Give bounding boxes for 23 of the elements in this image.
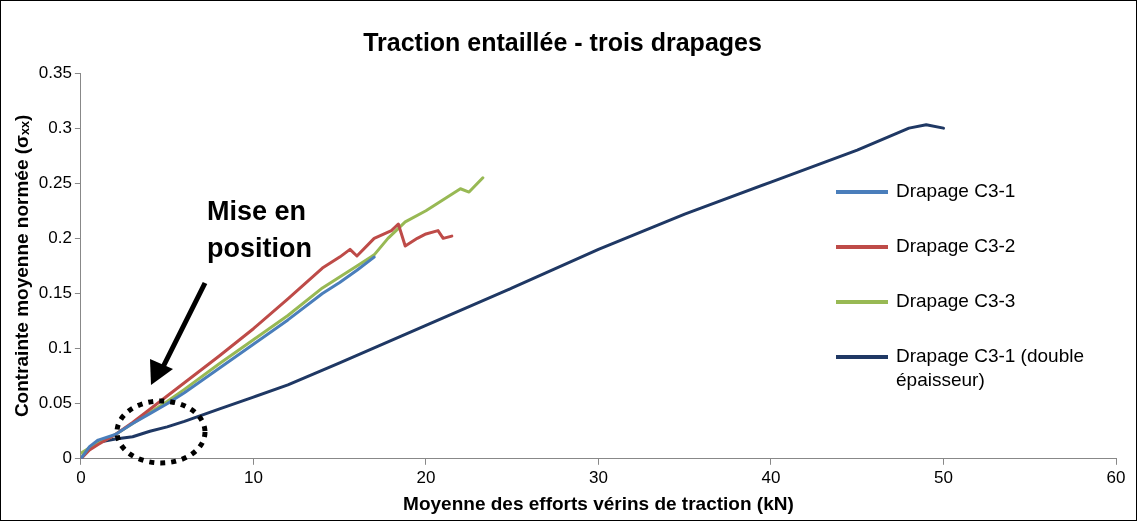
x-tick-label: 20 <box>416 467 436 487</box>
y-tick-label: 0.35 <box>38 62 72 82</box>
y-axis-title: Contrainte moyenne normée (σₓₓ) <box>10 114 32 418</box>
chart-title: Traction entaillée - trois drapages <box>363 27 762 56</box>
legend-label: Drapage C3-2 <box>896 234 1017 258</box>
x-tick-label: 0 <box>76 467 86 487</box>
x-tick-label: 40 <box>761 467 781 487</box>
y-tick-label: 0.15 <box>38 283 72 303</box>
x-tick-label: 50 <box>934 467 953 487</box>
x-tick-label: 30 <box>588 467 608 487</box>
y-tick-label: 0.25 <box>38 172 72 192</box>
y-tick-label: 0.05 <box>38 393 72 413</box>
x-axis-title: Moyenne des efforts vérins de traction (kN) <box>403 492 794 514</box>
x-tick-label: 60 <box>1106 467 1126 487</box>
y-tick-label: 0.3 <box>48 117 72 137</box>
y-tick-label: 0.1 <box>48 338 72 358</box>
legend-label: Drapage C3-3 <box>896 289 1017 313</box>
x-tick-label: 10 <box>243 467 263 487</box>
legend-label: Drapage C3-1 <box>896 179 1017 203</box>
legend-label: Drapage C3-1 (double épaisseur) <box>896 344 1085 392</box>
y-tick-label: 0 <box>62 448 72 468</box>
y-tick-label: 0.2 <box>48 228 72 248</box>
annotation: Mise en position <box>207 195 313 265</box>
